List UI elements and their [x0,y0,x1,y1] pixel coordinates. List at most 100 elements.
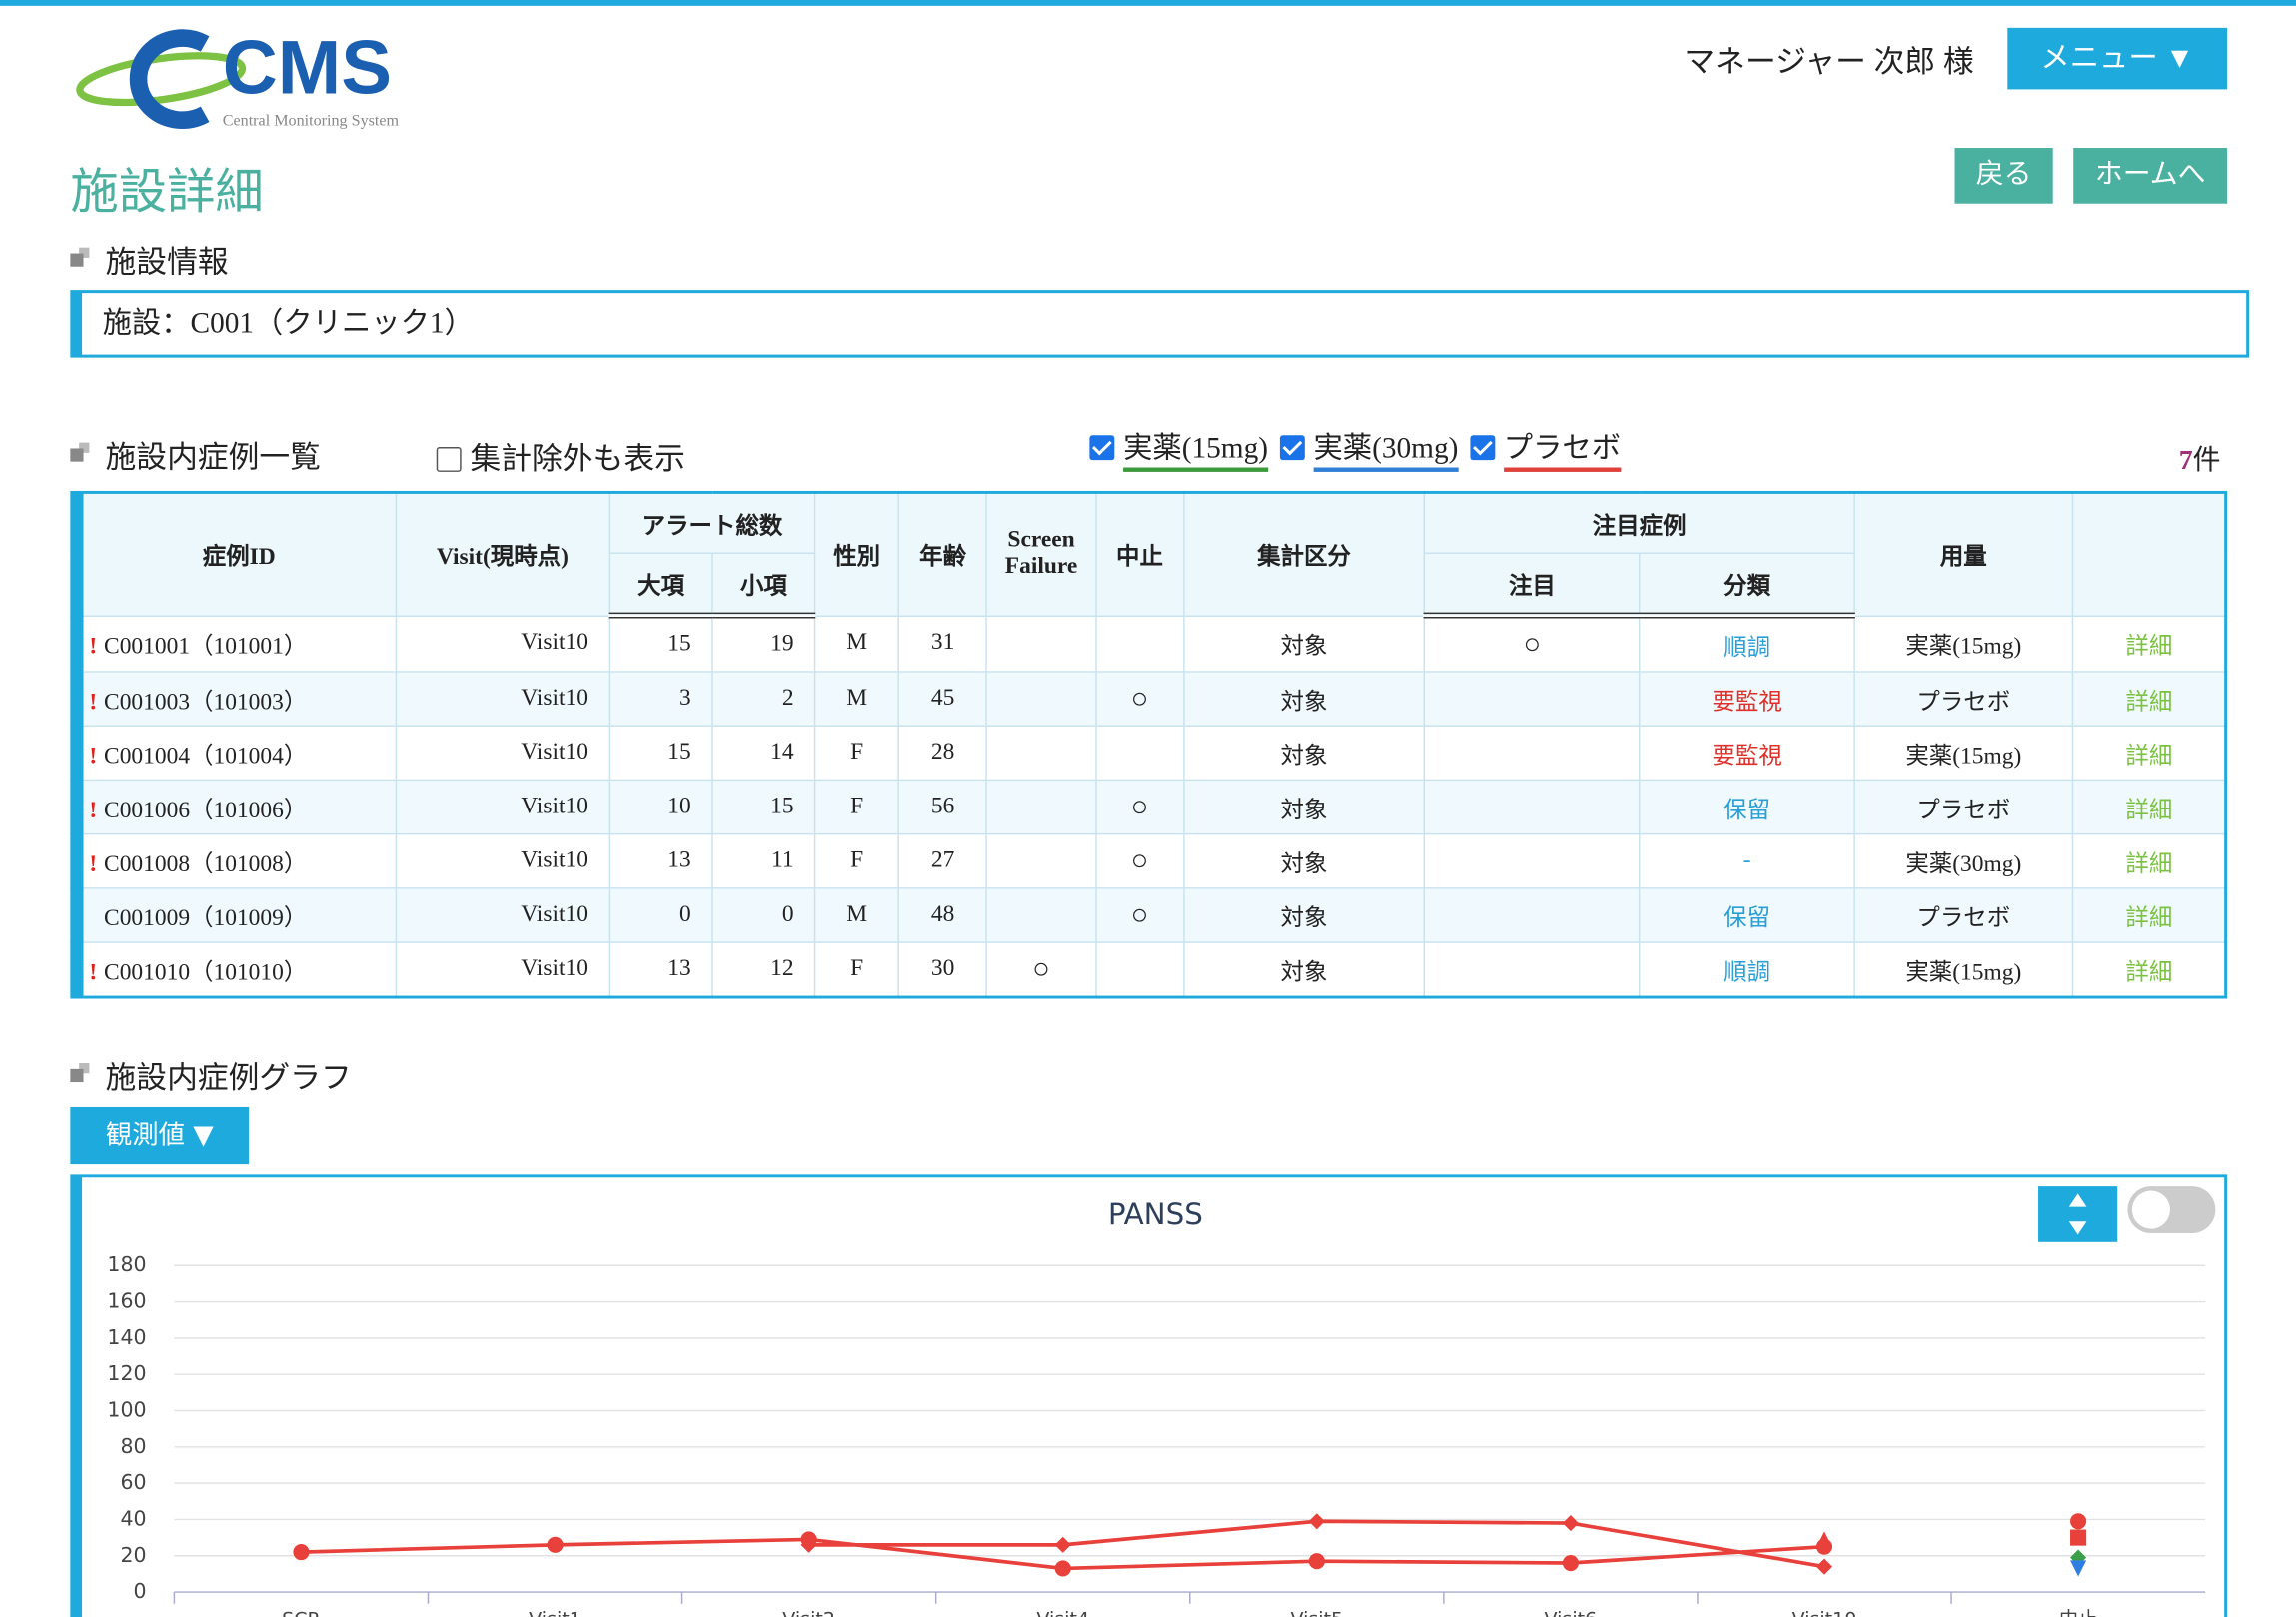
cell-text: 30 [930,956,955,981]
y-tick-label: 0 [134,1579,147,1603]
count-number: 7 [2178,445,2193,477]
toggle[interactable] [2127,1186,2216,1234]
table-cell: 15 [608,614,713,673]
cell-text: M [846,901,868,927]
table-cell: 実薬(15mg) [1853,941,2074,998]
table-cell [1423,887,1642,943]
table-cell: 対象 [1182,941,1426,998]
cell-text: 27 [930,847,955,873]
detail-link[interactable]: 詳細 [2125,690,2173,716]
table-cell: ! C001006（101006） [76,779,397,835]
cell-text: C001008（101008） [104,851,308,877]
table-cell [985,725,1097,782]
header-cell: 症例ID [76,491,397,617]
cell-text: 28 [930,740,955,766]
filter[interactable]: 実薬(15mg) [1089,432,1269,472]
y-tick-label: 120 [107,1361,146,1385]
checkbox[interactable] [1089,435,1115,461]
table-cell [985,887,1097,943]
table-row: ! C001010（101010） Visit10 13 12 F 30 ○ 対象 順調 実薬(15… [76,941,2227,998]
checkbox[interactable] [1470,435,1496,461]
cell-text: 56 [930,794,955,819]
detail-link[interactable]: 詳細 [2125,960,2173,986]
table-cell: 詳細 [2072,779,2227,835]
table-cell: 詳細 [2072,887,2227,943]
point [2070,1513,2087,1530]
header-cell: 小項 [711,552,816,619]
table-cell: Visit10 [394,887,610,943]
header-cell: アラート総数 [608,491,816,554]
x-tick-label: Visit5 [1290,1608,1343,1617]
table-cell: M [814,671,900,727]
x-tick-label: SCR [282,1608,321,1617]
table-row: ! C001001（101001） Visit10 15 19 M 31 対象 ○ 順調 実薬(15… [76,614,2227,673]
detail-link[interactable]: 詳細 [2125,851,2173,877]
detail-link[interactable]: 詳細 [2125,744,2173,770]
cell-text: C001006（101006） [104,798,308,823]
cell-text: 15 [667,740,691,766]
table-cell: プラセボ [1853,887,2074,943]
cell-text: C001009（101009） [104,906,308,932]
filter-label: 実薬(30mg) [1313,432,1459,472]
table-cell: 実薬(15mg) [1853,725,2074,782]
detail-link[interactable]: 詳細 [2125,798,2173,823]
table-cell: 対象 [1182,887,1426,943]
back-button[interactable]: 戻る [1954,148,2053,204]
count: 7件 [2179,438,2221,478]
point [800,1536,817,1553]
table-cell: 詳細 [2072,671,2227,727]
y-tick-label: 60 [120,1470,146,1494]
detail-link[interactable]: 詳細 [2125,906,2173,932]
cell-text: Visit10 [521,794,588,819]
table-cell: 56 [897,779,988,835]
table-cell: ! C001010（101010） [76,941,397,998]
table-cell: 保留 [1639,887,1855,943]
cell-text: 3 [679,685,691,711]
y-tick-label: 180 [107,1252,146,1276]
y-tick-label: 80 [120,1434,146,1458]
header-cell: 用量 [1853,491,2074,617]
cell-text: 13 [667,847,691,873]
cell-text: ○ [1130,790,1149,822]
cell-text: 順調 [1723,960,1771,986]
cell-text: Visit10 [521,901,588,927]
chart-box [70,1174,2228,1617]
cell-text: ○ [1032,952,1050,985]
checkbox[interactable] [436,446,462,472]
cell-text: C001004（101004） [104,744,308,770]
cell-text: M [846,630,868,656]
header-cell: 注目 [1423,552,1642,619]
show-excluded[interactable]: 集計除外も表示 [436,435,685,479]
filter[interactable]: プラセボ [1470,432,1621,472]
point [1054,1560,1071,1577]
section-title: 施設内症例グラフ [70,1054,352,1098]
sort-button[interactable] [2038,1186,2118,1242]
header-cell: 中止 [1094,491,1185,617]
menu-button[interactable]: メニュー ▼ [2007,27,2228,90]
filter[interactable]: 実薬(30mg) [1279,432,1459,472]
table-cell [1423,941,1642,998]
home-button[interactable]: ホームへ [2073,148,2228,204]
cell-text: Visit10 [521,630,588,656]
cell-text: 0 [781,901,794,927]
point [2070,1529,2087,1546]
table-cell: M [814,887,900,943]
cell-text: Visit10 [521,685,588,711]
header-cell: Screen Failure [985,491,1097,617]
header-cell: 注目症例 [1423,491,1855,554]
checkbox[interactable] [1279,435,1305,461]
count-unit: 件 [2192,445,2221,477]
x-tick-label: Visit6 [1545,1608,1598,1617]
cell-text: 15 [667,631,691,657]
cell-text: ○ [1130,843,1149,877]
cell-text: C001010（101010） [104,960,308,986]
detail-link[interactable]: 詳細 [2125,634,2173,660]
cell-text: 対象 [1280,960,1328,986]
header-cell: 分類 [1639,552,1855,619]
cell-text: ○ [1130,898,1149,931]
header-cell: 性別 [814,491,900,617]
cell-text: プラセボ [1916,906,2011,932]
cell-text: C001001（101001） [104,634,308,660]
alert-mark: ! [89,851,98,877]
dropdown[interactable]: 観測値 ▼ [70,1106,250,1165]
